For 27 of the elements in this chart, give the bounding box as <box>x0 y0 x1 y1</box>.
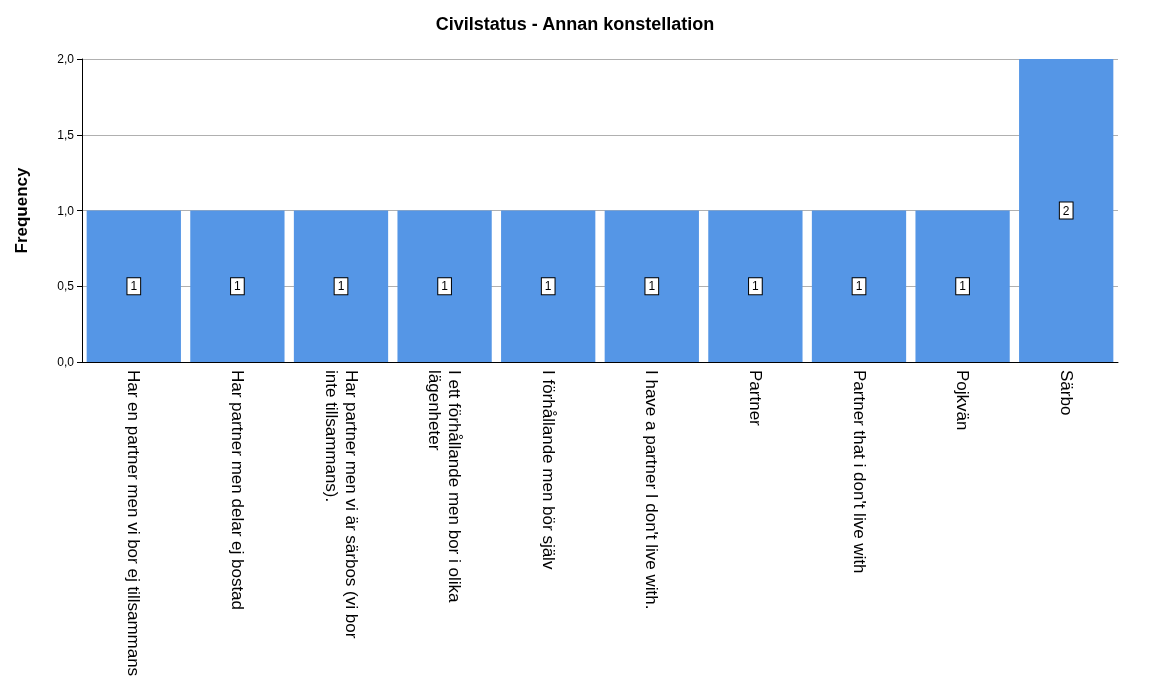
data-label: 1 <box>130 279 138 294</box>
data-label: 1 <box>648 279 656 294</box>
data-label: 1 <box>959 279 967 294</box>
data-label: 1 <box>337 279 345 294</box>
data-label: 2 <box>1062 203 1070 218</box>
data-label: 1 <box>441 279 449 294</box>
x-tick-label: Särbo <box>1056 370 1076 416</box>
y-axis-title: Frequency <box>12 166 31 254</box>
data-label: 1 <box>234 279 242 294</box>
data-label: 1 <box>855 279 863 294</box>
x-tick-label: Har en partner men vi bor ej tillsammans <box>124 370 144 677</box>
x-tick-label: I förhållande men bör själv <box>538 370 558 570</box>
x-tick-label: Har partner men vi är särbos (vi bor inte tillsammans). <box>321 370 361 644</box>
y-tick-label: 2,0 <box>57 52 75 66</box>
y-tick-label: 1,5 <box>57 127 75 142</box>
y-tick-label: 0,0 <box>57 355 75 369</box>
x-tick-label: Har partner men delar ej bostad <box>227 370 247 611</box>
x-tick-label: I ett förhållande men bor i olika lägenheter <box>425 370 465 608</box>
data-label: 1 <box>752 279 760 294</box>
x-tick-label: I have a partner I don't live with. <box>642 370 662 610</box>
chart-title: Civilstatus - Annan konstellation <box>435 14 715 34</box>
data-label: 1 <box>544 279 552 294</box>
y-tick-label: 0,5 <box>57 279 75 294</box>
x-tick-label: Partner that i don't live with <box>849 370 869 574</box>
y-tick-label: 1,0 <box>57 203 75 218</box>
x-tick-label: Partner <box>745 370 765 427</box>
x-tick-label: Pojkvän <box>953 370 973 431</box>
